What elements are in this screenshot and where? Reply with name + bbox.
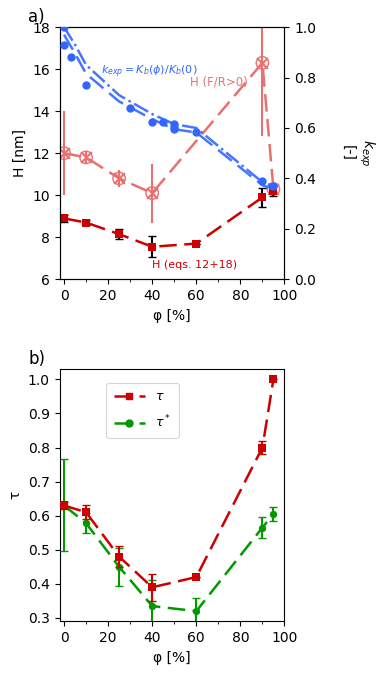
Point <box>61 22 67 32</box>
Point <box>61 148 67 159</box>
Point <box>259 192 266 203</box>
Point <box>61 500 67 511</box>
Point <box>259 522 266 533</box>
Legend: $\tau$, $\tau^*$: $\tau$, $\tau^*$ <box>106 383 179 437</box>
Point <box>61 148 67 159</box>
Point <box>61 500 67 511</box>
Point <box>67 52 74 63</box>
Point <box>270 509 276 520</box>
Y-axis label: $k_{exp}$
[-]: $k_{exp}$ [-] <box>341 139 377 167</box>
Point <box>270 184 276 194</box>
Point <box>116 551 122 562</box>
Point <box>83 152 89 163</box>
X-axis label: φ [%]: φ [%] <box>153 309 191 322</box>
Point <box>149 188 155 199</box>
Point <box>171 119 177 130</box>
Point <box>259 442 266 453</box>
Point <box>83 217 89 228</box>
Point <box>83 79 89 90</box>
Point <box>116 173 122 184</box>
Point <box>61 39 67 50</box>
Text: H (F/R>0): H (F/R>0) <box>190 76 248 89</box>
Point <box>116 229 122 240</box>
Point <box>149 601 155 612</box>
Point <box>83 518 89 528</box>
Y-axis label: τ: τ <box>8 491 22 499</box>
Point <box>193 127 199 137</box>
Point <box>149 242 155 252</box>
X-axis label: φ [%]: φ [%] <box>153 651 191 665</box>
Point <box>83 152 89 163</box>
Point <box>83 507 89 518</box>
Point <box>193 606 199 616</box>
Point <box>171 121 177 132</box>
Y-axis label: H [nm]: H [nm] <box>13 129 27 177</box>
Text: a): a) <box>28 8 45 26</box>
Point <box>149 582 155 593</box>
Point <box>259 57 266 68</box>
Point <box>160 116 166 127</box>
Point <box>193 571 199 582</box>
Point <box>193 238 199 249</box>
Text: H (eqs. 12+18): H (eqs. 12+18) <box>152 260 237 270</box>
Point <box>259 57 266 68</box>
Point <box>270 186 276 197</box>
Point <box>116 561 122 572</box>
Point <box>270 374 276 385</box>
Point <box>171 124 177 135</box>
Point <box>127 102 133 113</box>
Point <box>149 188 155 199</box>
Point <box>61 213 67 223</box>
Point <box>259 176 266 186</box>
Text: b): b) <box>28 350 45 368</box>
Point <box>270 184 276 194</box>
Text: $k_{exp}$$=K_b(\phi)/K_b(0)$: $k_{exp}$$=K_b(\phi)/K_b(0)$ <box>102 63 198 79</box>
Point <box>270 180 276 191</box>
Point <box>116 173 122 184</box>
Point <box>149 116 155 127</box>
